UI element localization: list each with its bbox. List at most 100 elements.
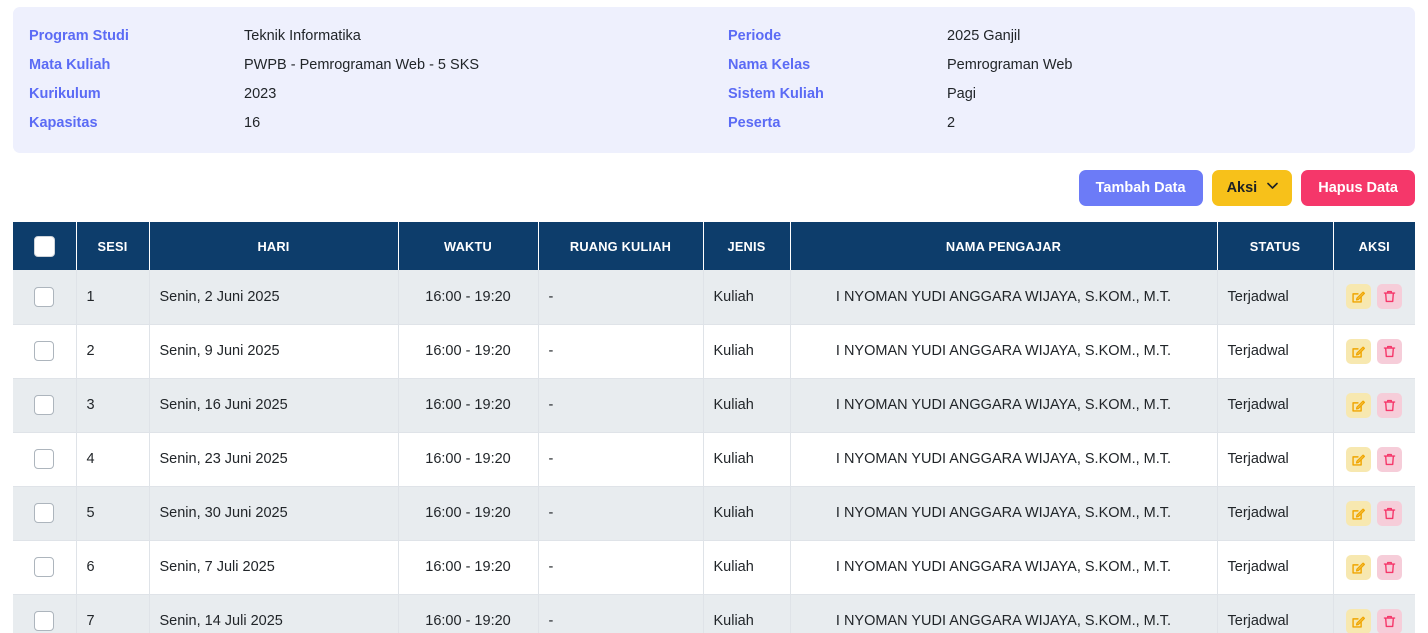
trash-icon[interactable] — [1377, 446, 1403, 472]
edit-icon[interactable] — [1346, 554, 1372, 580]
column-header-ruang-kuliah[interactable]: RUANG KULIAH — [538, 222, 704, 270]
aksi-dropdown-button[interactable]: Aksi — [1211, 170, 1293, 206]
trash-icon[interactable] — [1377, 608, 1403, 633]
cell-hari: Senin, 9 Juni 2025 — [149, 324, 399, 379]
row-select-checkbox[interactable] — [34, 557, 55, 577]
info-value-program-studi: Teknik Informatika — [244, 27, 361, 44]
table-row[interactable]: 6 Senin, 7 Juli 2025 16:00 - 19:20- Kuliah I… — [13, 540, 1415, 595]
cell-nama-pengajar: I NYOMAN YUDI ANGGARA WIJAYA, S.KOM., M.… — [790, 486, 1218, 541]
cell-waktu: 16:00 - 19:20 — [398, 378, 539, 433]
hapus-data-button[interactable]: Hapus Data — [1301, 170, 1415, 206]
select-all-checkbox[interactable] — [33, 235, 55, 257]
tambah-data-button[interactable]: Tambah Data — [1078, 170, 1203, 206]
cell-jenis: Kuliah — [703, 594, 791, 633]
column-header-waktu[interactable]: WAKTU — [398, 222, 539, 270]
schedule-table-container: SESI HARI WAKTU RUANG KULIAH JENIS NAMA … — [13, 222, 1415, 633]
schedule-table: SESI HARI WAKTU RUANG KULIAH JENIS NAMA … — [13, 222, 1415, 633]
info-label-peserta: Peserta — [728, 114, 781, 131]
cell-ruang-kuliah: - — [538, 270, 704, 325]
cell-jenis: Kuliah — [703, 324, 791, 379]
info-label-nama-kelas: Nama Kelas — [728, 56, 811, 73]
cell-status: Terjadwal — [1217, 270, 1334, 325]
cell-hari: Senin, 30 Juni 2025 — [149, 486, 399, 541]
trash-icon[interactable] — [1377, 500, 1403, 526]
edit-icon[interactable] — [1346, 500, 1372, 526]
trash-icon[interactable] — [1377, 554, 1403, 580]
info-row-nama-kelas: Nama Kelas Pemrograman Web — [714, 50, 1415, 79]
schedule-table-body: 1 Senin, 2 Juni 2025 16:00 - 19:20- Kuliah I… — [13, 270, 1415, 633]
row-select-cell — [13, 270, 77, 325]
cell-hari: Senin, 2 Juni 2025 — [149, 270, 399, 325]
row-action-group — [1346, 284, 1403, 310]
row-select-checkbox[interactable] — [34, 611, 55, 631]
edit-icon[interactable] — [1346, 284, 1372, 310]
cell-sesi: 5 — [76, 486, 150, 541]
info-value-kurikulum: 2023 — [244, 85, 277, 102]
schedule-table-head: SESI HARI WAKTU RUANG KULIAH JENIS NAMA … — [13, 222, 1415, 270]
cell-nama-pengajar: I NYOMAN YUDI ANGGARA WIJAYA, S.KOM., M.… — [790, 270, 1218, 325]
aksi-button-label: Aksi — [1226, 180, 1258, 196]
cell-waktu: 16:00 - 19:20 — [398, 324, 539, 379]
cell-ruang-kuliah: - — [538, 324, 704, 379]
table-row[interactable]: 3 Senin, 16 Juni 2025 16:00 - 19:20- Kuliah… — [13, 378, 1415, 433]
cell-jenis: Kuliah — [703, 378, 791, 433]
edit-icon[interactable] — [1346, 392, 1372, 418]
cell-aksi — [1333, 378, 1415, 433]
table-row[interactable]: 4 Senin, 23 Juni 2025 16:00 - 19:20- Kuliah… — [13, 432, 1415, 487]
column-header-sesi[interactable]: SESI — [76, 222, 150, 270]
class-info-card: Program Studi Teknik Informatika Mata Ku… — [13, 7, 1415, 153]
table-row[interactable]: 2 Senin, 9 Juni 2025 16:00 - 19:20- Kuliah I… — [13, 324, 1415, 379]
row-select-checkbox[interactable] — [34, 395, 55, 415]
cell-hari: Senin, 23 Juni 2025 — [149, 432, 399, 487]
table-row[interactable]: 5 Senin, 30 Juni 2025 16:00 - 19:20- Kuliah… — [13, 486, 1415, 541]
info-value-periode: 2025 Ganjil — [947, 27, 1021, 44]
info-row-periode: Periode 2025 Ganjil — [714, 21, 1415, 50]
row-select-cell — [13, 432, 77, 487]
cell-jenis: Kuliah — [703, 540, 791, 595]
table-row[interactable]: 7 Senin, 14 Juli 2025 16:00 - 19:20- Kuliah… — [13, 594, 1415, 633]
info-label-periode: Periode — [728, 27, 782, 44]
info-value-nama-kelas: Pemrograman Web — [947, 56, 1073, 73]
row-select-checkbox[interactable] — [34, 449, 55, 469]
class-info-right-column: Periode 2025 Ganjil Nama Kelas Pemrogram… — [714, 21, 1415, 137]
row-action-group — [1346, 554, 1403, 580]
column-header-nama-pengajar[interactable]: NAMA PENGAJAR — [790, 222, 1218, 270]
trash-icon[interactable] — [1377, 338, 1403, 364]
column-header-select-all — [13, 222, 77, 270]
trash-icon[interactable] — [1377, 392, 1403, 418]
edit-icon[interactable] — [1346, 608, 1372, 633]
cell-ruang-kuliah: - — [538, 486, 704, 541]
edit-icon[interactable] — [1346, 338, 1372, 364]
table-row[interactable]: 1 Senin, 2 Juni 2025 16:00 - 19:20- Kuliah I… — [13, 270, 1415, 325]
cell-jenis: Kuliah — [703, 270, 791, 325]
row-select-cell — [13, 594, 77, 633]
cell-sesi: 1 — [76, 270, 150, 325]
cell-hari: Senin, 16 Juni 2025 — [149, 378, 399, 433]
cell-aksi — [1333, 324, 1415, 379]
row-select-cell — [13, 378, 77, 433]
trash-icon[interactable] — [1377, 284, 1403, 310]
column-header-hari[interactable]: HARI — [149, 222, 399, 270]
cell-waktu: 16:00 - 19:20 — [398, 594, 539, 633]
row-action-group — [1346, 500, 1403, 526]
cell-status: Terjadwal — [1217, 432, 1334, 487]
row-select-checkbox[interactable] — [34, 286, 55, 307]
info-label-mata-kuliah: Mata Kuliah — [29, 56, 111, 73]
edit-icon[interactable] — [1346, 446, 1372, 472]
row-select-checkbox[interactable] — [34, 341, 55, 361]
cell-jenis: Kuliah — [703, 432, 791, 487]
cell-status: Terjadwal — [1217, 324, 1334, 379]
info-row-kurikulum: Kurikulum 2023 — [13, 79, 714, 108]
cell-aksi — [1333, 594, 1415, 633]
cell-aksi — [1333, 540, 1415, 595]
class-info-left-column: Program Studi Teknik Informatika Mata Ku… — [13, 21, 714, 137]
column-header-status[interactable]: STATUS — [1217, 222, 1334, 270]
column-header-jenis[interactable]: JENIS — [703, 222, 791, 270]
info-label-kapasitas: Kapasitas — [29, 114, 98, 131]
info-value-kapasitas: 16 — [244, 114, 261, 131]
info-row-peserta: Peserta 2 — [714, 108, 1415, 137]
cell-ruang-kuliah: - — [538, 378, 704, 433]
cell-aksi — [1333, 486, 1415, 541]
row-select-checkbox[interactable] — [34, 503, 55, 523]
cell-status: Terjadwal — [1217, 486, 1334, 541]
